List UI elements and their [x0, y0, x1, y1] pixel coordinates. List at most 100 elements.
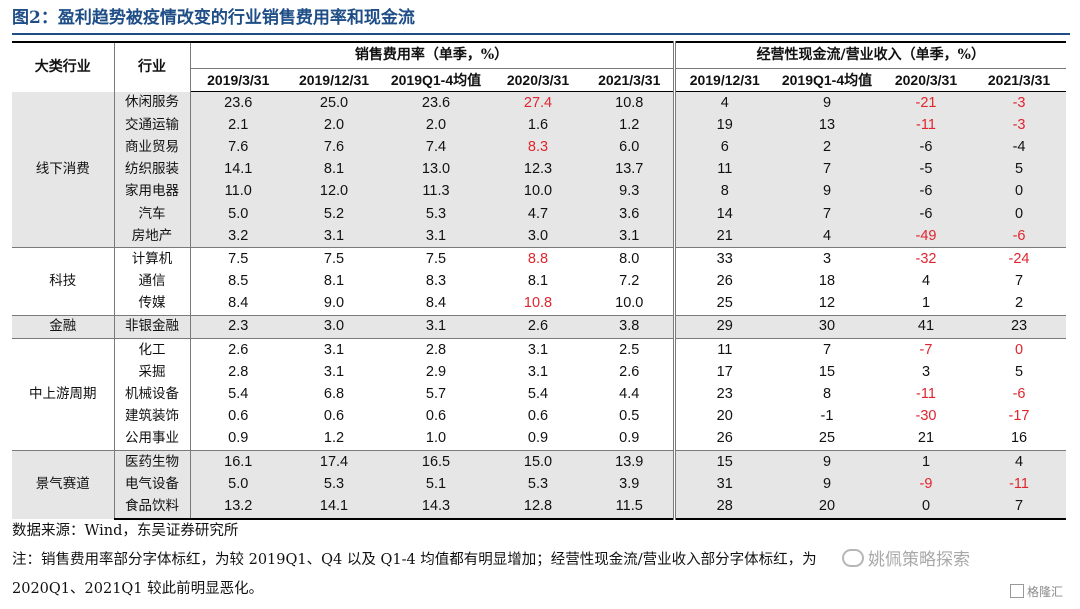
value-cell: 2.6 [586, 361, 676, 384]
value-cell: -24 [972, 247, 1067, 271]
value-cell: -11 [916, 386, 936, 403]
value-cell: 2.9 [425, 363, 447, 380]
value-cell: 25.0 [286, 91, 382, 115]
value-cell: 8.4 [425, 295, 447, 312]
value-cell: 0.6 [228, 408, 249, 425]
table-row: 房地产 3.2 3.1 3.1 3.0 3.1 21 4 -49 -6 [12, 225, 1067, 248]
value-cell: 9.0 [323, 295, 345, 312]
value-cell: 16.5 [382, 450, 490, 474]
col-header: 2019/3/31 [190, 68, 286, 92]
value-cell: 7.5 [190, 247, 286, 271]
value-cell: 8.1 [323, 273, 345, 290]
value-cell: 5.2 [286, 202, 382, 226]
table-row: 电气设备 5.0 5.3 5.1 5.3 3.9 31 9 -9 -11 [12, 473, 1067, 496]
source-note: 数据来源：Wind，东吴证券研究所 [12, 523, 239, 539]
value-cell: 28 [674, 495, 774, 520]
value-cell: 33 [674, 247, 774, 271]
value-cell: -9 [880, 473, 972, 496]
value-cell: 2.0 [382, 114, 490, 137]
value-cell: 10.8 [586, 91, 676, 115]
table-row: 科技 计算机 7.5 7.5 7.5 8.8 8.0 33 3 -32 -24 [12, 247, 1067, 316]
value-cell: 20 [774, 495, 880, 520]
value-cell: 17.4 [286, 450, 382, 474]
value-cell: 13.2 [190, 495, 286, 520]
header-category: 大类行业 [12, 41, 115, 92]
value-cell: 3.1 [323, 363, 345, 380]
value-cell: 5 [972, 158, 1067, 181]
value-cell: 3.1 [490, 338, 586, 362]
value-cell: 0.9 [228, 430, 249, 447]
value-cell: 3 [921, 363, 931, 380]
table-row: 中上游周期 化工 2.6 3.1 2.8 3.1 2.5 11 7 -7 0 [12, 338, 1067, 451]
value-cell: 0.9 [586, 427, 676, 451]
value-cell: 4.7 [490, 202, 586, 226]
value-cell: 2.5 [586, 338, 676, 362]
industry-cell: 纺织服装 [114, 158, 191, 181]
value-cell: 7.2 [586, 270, 676, 293]
value-cell: 20 [716, 408, 733, 425]
value-cell: 8.0 [586, 247, 676, 271]
table-row: 商业贸易 7.6 7.6 7.4 8.3 6.0 6 2 -6 -4 [12, 136, 1067, 159]
value-cell: 9 [774, 91, 880, 115]
value-cell: 13.0 [382, 158, 490, 181]
header-group-sales-expense: 销售费用率（单季，%） [190, 41, 676, 69]
value-cell: 0 [880, 495, 972, 520]
industry-cell: 非银金融 [114, 314, 191, 339]
value-cell: 8 [674, 180, 774, 203]
industry-cell: 电气设备 [114, 473, 191, 496]
value-cell: 2.6 [490, 314, 586, 339]
value-cell: 8.4 [228, 295, 249, 312]
watermark-text: 姚佩策略探索 [868, 550, 970, 570]
value-cell: 2 [774, 136, 880, 159]
value-cell: -7 [880, 338, 972, 362]
value-cell: 6.8 [323, 386, 345, 403]
value-cell: 4 [972, 450, 1067, 474]
value-cell: 0 [972, 202, 1067, 226]
value-cell: 1.0 [425, 430, 447, 447]
value-cell: 19 [674, 114, 774, 137]
industry-cell: 传媒 [114, 292, 191, 316]
value-cell: 17 [716, 363, 733, 380]
value-cell: 14.1 [190, 158, 286, 181]
value-cell: -6 [972, 225, 1067, 248]
value-cell: 5 [1014, 363, 1024, 380]
logo-icon [1010, 584, 1024, 598]
industry-cell: 食品饮料 [114, 495, 191, 520]
value-cell: 5.3 [286, 473, 382, 496]
value-cell: 12.8 [490, 495, 586, 520]
value-cell: 7 [774, 202, 880, 226]
value-cell: -3 [972, 91, 1067, 115]
value-cell: 41 [880, 314, 972, 339]
table-row: 建筑装饰 0.6 0.6 0.6 0.6 0.5 20 -1 -30 -17 [12, 405, 1066, 428]
value-cell: 8.1 [286, 158, 382, 181]
value-cell: 5.1 [382, 473, 490, 496]
industry-cell: 交通运输 [114, 114, 191, 137]
value-cell: 21 [917, 430, 935, 447]
value-cell: 2.6 [190, 338, 286, 362]
value-cell: 11.3 [382, 180, 490, 203]
value-cell: 3.9 [586, 473, 676, 496]
value-cell: 10.8 [523, 295, 553, 312]
value-cell: -30 [915, 408, 937, 425]
table-row: 家用电器 11.0 12.0 11.3 10.0 9.3 8 9 -6 0 [12, 180, 1067, 203]
table-row: 传媒 8.4 9.0 8.4 10.8 10.0 25 12 1 2 [12, 292, 1066, 316]
value-cell: 0.6 [425, 408, 447, 425]
value-cell: 0 [972, 338, 1067, 362]
value-cell: 2.8 [228, 363, 249, 380]
value-cell: -6 [880, 136, 972, 159]
value-cell: 4 [921, 273, 931, 290]
table-row: 交通运输 2.1 2.0 2.0 1.6 1.2 19 13 -11 -3 [12, 114, 1067, 137]
figure-title: 图2：盈利趋势被疫情改变的行业销售费用率和现金流 [12, 8, 415, 28]
col-header: 2019/12/31 [286, 68, 382, 92]
value-cell: 23 [716, 386, 733, 403]
watermark: 姚佩策略探索 [842, 545, 970, 570]
value-cell: 7.6 [286, 136, 382, 159]
value-cell: 5.7 [425, 386, 447, 403]
value-cell: 0.6 [323, 408, 345, 425]
value-cell: 3.1 [527, 363, 549, 380]
value-cell: 11 [674, 338, 774, 362]
col-header: 2020/3/31 [880, 68, 972, 92]
value-cell: 26 [716, 430, 733, 447]
industry-cell: 计算机 [114, 247, 191, 271]
category-cell: 景气赛道 [12, 449, 115, 519]
